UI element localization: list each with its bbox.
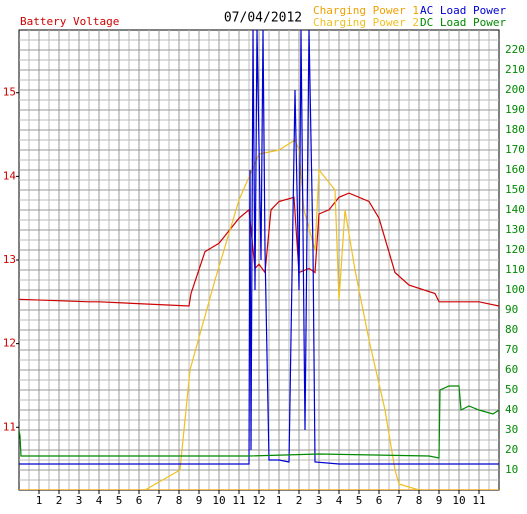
y2-tick-label: 160 xyxy=(505,163,525,176)
x-tick-label: 9 xyxy=(196,494,203,507)
x-tick-label: 7 xyxy=(156,494,163,507)
y-tick-label: 15 xyxy=(3,86,16,99)
x-tick-label: 1 xyxy=(276,494,283,507)
x-tick-label: 8 xyxy=(176,494,183,507)
x-tick-label: 11 xyxy=(472,494,485,507)
y2-tick-label: 10 xyxy=(505,463,518,476)
x-tick-label: 4 xyxy=(336,494,343,507)
y2-tick-label: 70 xyxy=(505,343,518,356)
x-tick-label: 9 xyxy=(436,494,443,507)
x-tick-label: 5 xyxy=(116,494,123,507)
x-tick-label: 3 xyxy=(316,494,323,507)
x-tick-label: 2 xyxy=(296,494,303,507)
y2-tick-label: 80 xyxy=(505,323,518,336)
legend-entry: Battery Voltage xyxy=(20,15,119,28)
y2-tick-label: 140 xyxy=(505,203,525,216)
y2-tick-label: 190 xyxy=(505,103,525,116)
legend-entry: AC Load Power xyxy=(420,4,506,17)
x-tick-label: 6 xyxy=(376,494,383,507)
x-tick-label: 3 xyxy=(76,494,83,507)
x-tick-label: 10 xyxy=(212,494,225,507)
y2-tick-label: 150 xyxy=(505,183,525,196)
x-tick-label: 12 xyxy=(252,494,265,507)
x-tick-label: 10 xyxy=(452,494,465,507)
legend-entry: Charging Power 1 xyxy=(313,4,419,17)
x-tick-label: 7 xyxy=(396,494,403,507)
y2-tick-label: 60 xyxy=(505,363,518,376)
legend-entry: Charging Power 2 xyxy=(313,16,419,29)
y2-tick-label: 220 xyxy=(505,43,525,56)
series-line xyxy=(19,385,499,459)
chart-title: 07/04/2012 xyxy=(224,11,302,26)
x-tick-label: 2 xyxy=(56,494,63,507)
x-tick-label: 4 xyxy=(96,494,103,507)
y2-tick-label: 200 xyxy=(505,83,525,96)
y2-tick-label: 170 xyxy=(505,143,525,156)
y-tick-label: 13 xyxy=(3,253,16,266)
series-line xyxy=(19,30,499,465)
y2-tick-label: 20 xyxy=(505,443,518,456)
y2-tick-label: 90 xyxy=(505,303,518,316)
x-tick-label: 6 xyxy=(136,494,143,507)
y2-tick-label: 110 xyxy=(505,263,525,276)
y2-tick-label: 50 xyxy=(505,383,518,396)
series-line xyxy=(19,192,499,307)
y-tick-label: 11 xyxy=(3,420,16,433)
y-tick-label: 14 xyxy=(3,169,17,182)
x-tick-label: 5 xyxy=(356,494,363,507)
y2-tick-label: 130 xyxy=(505,223,525,236)
legend-entry: DC Load Power xyxy=(420,16,506,29)
y2-tick-label: 180 xyxy=(505,123,525,136)
y2-tick-label: 120 xyxy=(505,243,525,256)
y2-tick-label: 210 xyxy=(505,63,525,76)
y2-tick-label: 100 xyxy=(505,283,525,296)
y-tick-label: 12 xyxy=(3,337,16,350)
x-tick-label: 1 xyxy=(36,494,43,507)
y2-tick-label: 30 xyxy=(505,423,518,436)
x-tick-label: 8 xyxy=(416,494,423,507)
y2-tick-label: 40 xyxy=(505,403,518,416)
x-tick-label: 11 xyxy=(232,494,245,507)
series-line xyxy=(144,139,420,490)
